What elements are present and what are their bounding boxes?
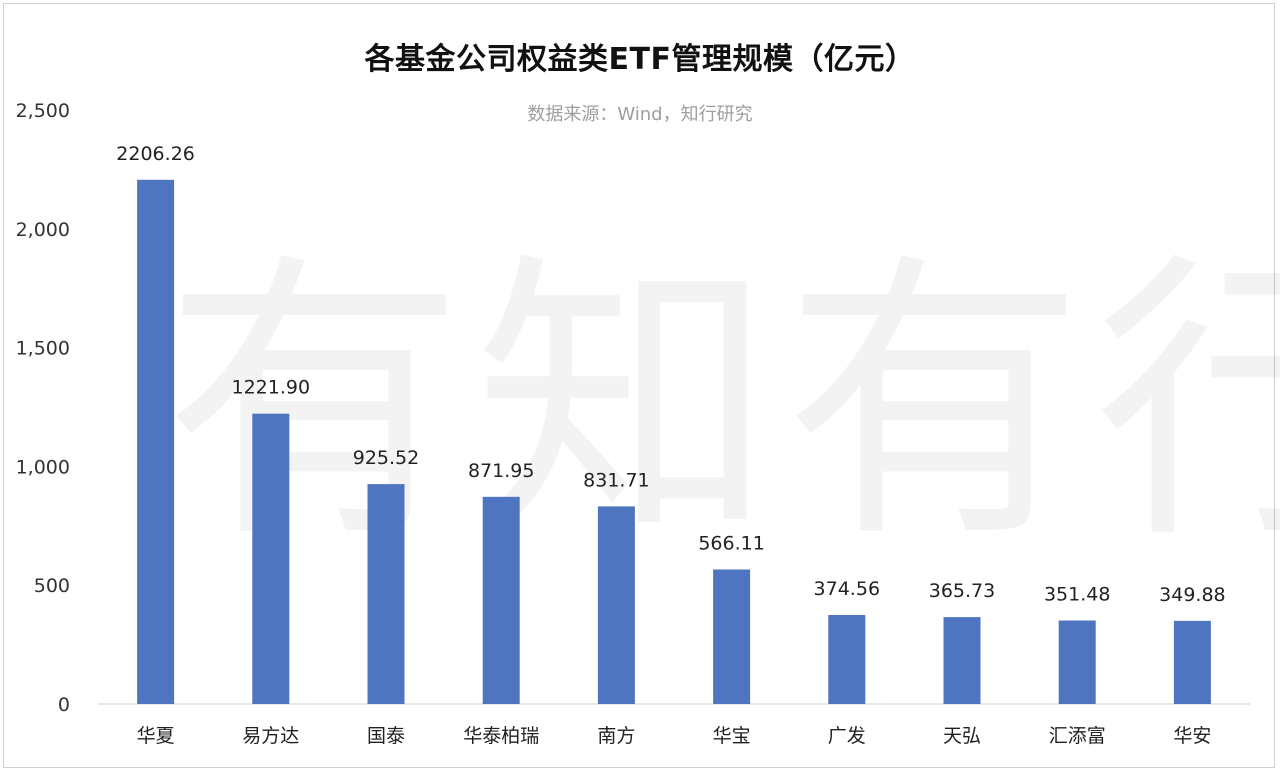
x-tick-label: 华宝 xyxy=(713,725,751,747)
x-tick-label: 南方 xyxy=(597,725,635,747)
data-label: 1221.90 xyxy=(232,377,311,399)
y-tick-label: 0 xyxy=(58,694,70,716)
y-tick-label: 2,500 xyxy=(16,100,70,122)
bar xyxy=(1173,620,1211,704)
chart-subtitle: 数据来源：Wind，知行研究 xyxy=(527,104,753,125)
bar xyxy=(713,569,751,704)
data-label: 365.73 xyxy=(929,580,995,602)
data-label: 351.48 xyxy=(1044,583,1110,605)
chart-title: 各基金公司权益类ETF管理规模（亿元） xyxy=(364,42,916,77)
x-tick-label: 华泰柏瑞 xyxy=(463,725,539,747)
y-tick-label: 2,000 xyxy=(16,219,70,241)
bar xyxy=(828,615,866,704)
y-tick-label: 1,500 xyxy=(16,338,70,360)
bar xyxy=(1058,620,1096,704)
y-tick-label: 1,000 xyxy=(16,456,70,478)
data-label: 831.71 xyxy=(583,469,649,491)
x-tick-label: 华夏 xyxy=(137,725,175,747)
x-tick-label: 汇添富 xyxy=(1049,725,1106,747)
bar xyxy=(597,506,635,704)
x-tick-label: 易方达 xyxy=(242,725,299,747)
bar xyxy=(252,413,290,704)
x-tick-label: 华安 xyxy=(1173,725,1211,747)
data-label: 2206.26 xyxy=(116,143,195,165)
data-label: 566.11 xyxy=(698,532,764,554)
data-label: 871.95 xyxy=(468,460,534,482)
data-label: 925.52 xyxy=(353,447,419,469)
x-tick-label: 国泰 xyxy=(367,725,405,747)
bar xyxy=(137,179,175,705)
bar xyxy=(943,617,981,704)
x-tick-label: 广发 xyxy=(828,725,866,747)
y-tick-label: 500 xyxy=(34,575,70,597)
bar xyxy=(367,484,405,704)
bar xyxy=(482,496,520,704)
data-label: 374.56 xyxy=(814,578,880,600)
data-label: 349.88 xyxy=(1159,584,1225,606)
x-tick-label: 天弘 xyxy=(943,725,981,747)
